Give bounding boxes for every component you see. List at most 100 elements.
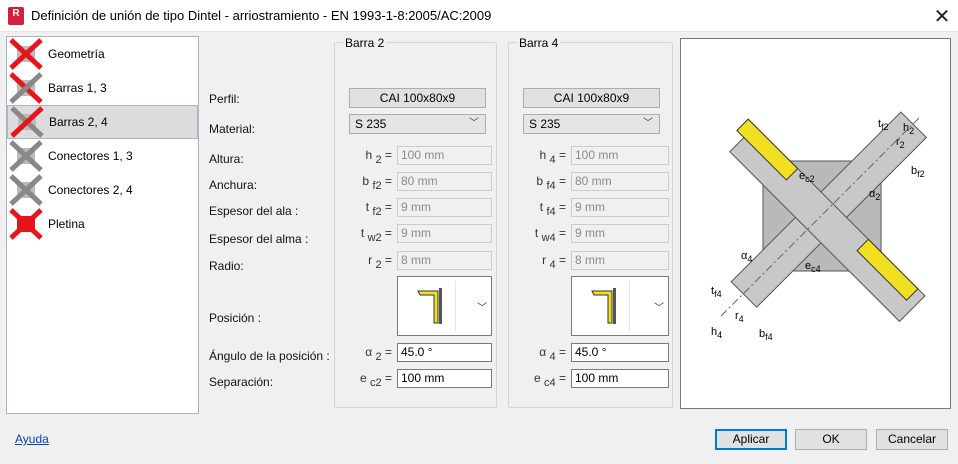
profile-button[interactable]: CAI 100x80x9 bbox=[523, 88, 660, 108]
svg-text:α4: α4 bbox=[741, 250, 752, 264]
separation-input[interactable]: 100 mm bbox=[571, 369, 669, 388]
symbol-r: r 2 = bbox=[368, 253, 392, 271]
height-input: 100 mm bbox=[397, 146, 492, 165]
svg-text:h4: h4 bbox=[711, 326, 722, 340]
symbol-tf: t f2 = bbox=[365, 200, 392, 218]
symbol-e: e c4 = bbox=[533, 371, 566, 389]
material-select[interactable]: S 235 ﹀ bbox=[349, 114, 486, 134]
sidebar-item-1[interactable]: Geometría bbox=[7, 37, 198, 71]
group-barra-2: Barra 2 bbox=[334, 36, 497, 408]
width-input: 80 mm bbox=[571, 172, 669, 191]
angle-bar-2 bbox=[856, 238, 919, 301]
position-select[interactable]: ﹀ bbox=[571, 276, 669, 336]
symbol-h: h 2 = bbox=[365, 148, 392, 166]
symbol-r: r 4 = bbox=[542, 253, 566, 271]
group-title: Barra 2 bbox=[343, 36, 387, 50]
cancel-button[interactable]: Cancelar bbox=[876, 429, 948, 450]
svg-text:r2: r2 bbox=[896, 136, 905, 150]
web-input: 9 mm bbox=[571, 224, 669, 243]
position-select[interactable]: ﹀ bbox=[397, 276, 492, 336]
title-bar: R Definición de unión de tipo Dintel - a… bbox=[0, 0, 958, 32]
chevron-down-icon: ﹀ bbox=[469, 118, 479, 129]
material-select[interactable]: S 235 ﹀ bbox=[523, 114, 660, 134]
svg-text:ec4: ec4 bbox=[805, 260, 821, 274]
svg-text:tf4: tf4 bbox=[711, 285, 722, 299]
flange-input: 9 mm bbox=[397, 198, 492, 217]
radius-input: 8 mm bbox=[397, 251, 492, 270]
sidebar-item-3[interactable]: Barras 2, 4 bbox=[7, 105, 198, 139]
label-angulo: Ángulo de la posición : bbox=[209, 349, 330, 363]
symbol-a: α 2 = bbox=[365, 345, 392, 363]
svg-text:r4: r4 bbox=[735, 310, 744, 324]
label-espesor-ala: Espesor del ala : bbox=[209, 204, 299, 218]
symbol-a: α 4 = bbox=[539, 345, 566, 363]
bars-13-icon bbox=[9, 72, 43, 104]
symbol-tw: t w4 = bbox=[534, 226, 566, 244]
label-separacion: Separación: bbox=[209, 375, 274, 389]
geometry-icon bbox=[9, 38, 43, 70]
label-perfil: Perfil: bbox=[209, 92, 240, 106]
material-value: S 235 bbox=[529, 117, 561, 131]
group-barra-4: Barra 4 bbox=[508, 36, 673, 408]
symbol-tf: t f4 = bbox=[539, 200, 566, 218]
help-link[interactable]: Ayuda bbox=[15, 432, 49, 446]
chevron-down-icon: ﹀ bbox=[477, 303, 487, 314]
svg-text:tf2: tf2 bbox=[878, 118, 889, 132]
chevron-down-icon: ﹀ bbox=[643, 118, 653, 129]
sidebar-item-5[interactable]: Conectores 2, 4 bbox=[7, 173, 198, 207]
svg-text:h2: h2 bbox=[903, 122, 914, 136]
connectors-24-icon bbox=[9, 174, 43, 206]
sidebar-item-label: Conectores 2, 4 bbox=[48, 183, 133, 197]
flange-input: 9 mm bbox=[571, 198, 669, 217]
angle-profile-icon bbox=[417, 288, 442, 324]
bar-2-4 bbox=[729, 125, 926, 323]
label-posicion: Posición : bbox=[209, 311, 262, 325]
sidebar-item-6[interactable]: Pletina bbox=[7, 207, 198, 241]
angle-input[interactable]: 45.0 ° bbox=[571, 343, 669, 362]
chevron-down-icon: ﹀ bbox=[654, 303, 664, 314]
symbol-b: b f4 = bbox=[536, 174, 566, 192]
symbol-b: b f2 = bbox=[362, 174, 392, 192]
ok-button[interactable]: OK bbox=[795, 429, 867, 450]
label-altura: Altura: bbox=[209, 152, 244, 166]
separation-input[interactable]: 100 mm bbox=[397, 369, 492, 388]
svg-text:α2: α2 bbox=[869, 188, 880, 202]
angle-profile-icon bbox=[591, 288, 616, 324]
sidebar-item-label: Barras 2, 4 bbox=[49, 115, 108, 129]
label-material: Material: bbox=[209, 122, 256, 136]
material-value: S 235 bbox=[355, 117, 387, 131]
group-title: Barra 4 bbox=[517, 36, 561, 50]
sidebar-item-label: Geometría bbox=[48, 47, 105, 61]
app-logo-icon: R bbox=[8, 7, 24, 25]
svg-text:ec2: ec2 bbox=[799, 170, 815, 184]
sidebar-item-4[interactable]: Conectores 1, 3 bbox=[7, 139, 198, 173]
radius-input: 8 mm bbox=[571, 251, 669, 270]
close-button[interactable]: ✕ bbox=[933, 6, 951, 28]
symbol-e: e c2 = bbox=[359, 371, 392, 389]
sidebar-item-2[interactable]: Barras 1, 3 bbox=[7, 71, 198, 105]
connection-diagram: tf2 h2 r2 bf2 ec2 α2 α4 ec4 tf4 r4 h4 bf… bbox=[680, 38, 951, 409]
svg-text:bf4: bf4 bbox=[759, 328, 773, 342]
symbol-tw: t w2 = bbox=[360, 226, 392, 244]
height-input: 100 mm bbox=[571, 146, 669, 165]
plate-icon bbox=[9, 208, 43, 240]
label-radio: Radio: bbox=[209, 259, 244, 273]
sidebar-item-label: Conectores 1, 3 bbox=[48, 149, 133, 163]
bars-24-icon bbox=[10, 106, 44, 138]
connectors-13-icon bbox=[9, 140, 43, 172]
symbol-h: h 4 = bbox=[539, 148, 566, 166]
sidebar-item-label: Barras 1, 3 bbox=[48, 81, 107, 95]
sidebar: Geometría Barras 1, 3 Barras 2, 4 Conect… bbox=[6, 36, 199, 414]
window-title: Definición de unión de tipo Dintel - arr… bbox=[31, 8, 492, 23]
width-input: 80 mm bbox=[397, 172, 492, 191]
svg-text:bf2: bf2 bbox=[911, 165, 925, 179]
label-espesor-alma: Espesor del alma : bbox=[209, 232, 309, 246]
angle-input[interactable]: 45.0 ° bbox=[397, 343, 492, 362]
diagram-label-tf2: f2 bbox=[881, 122, 889, 132]
profile-button[interactable]: CAI 100x80x9 bbox=[349, 88, 486, 108]
angle-bar-4 bbox=[736, 118, 799, 181]
web-input: 9 mm bbox=[397, 224, 492, 243]
sidebar-item-label: Pletina bbox=[48, 217, 85, 231]
apply-button[interactable]: Aplicar bbox=[715, 429, 787, 450]
label-anchura: Anchura: bbox=[209, 178, 258, 192]
